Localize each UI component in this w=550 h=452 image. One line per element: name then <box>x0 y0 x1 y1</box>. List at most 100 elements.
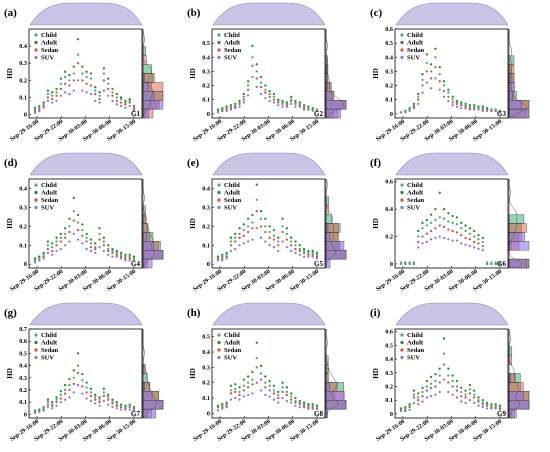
data-point-sedan <box>481 244 484 248</box>
data-point-child <box>451 98 454 101</box>
data-point-child <box>421 78 424 82</box>
data-point-child <box>33 410 37 414</box>
data-point-suv <box>251 75 254 79</box>
hist-density-curve <box>142 28 154 119</box>
data-point-suv <box>221 259 224 262</box>
data-point-adult <box>285 227 289 230</box>
data-point-sedan <box>46 96 50 99</box>
hist-bar-suv <box>508 408 517 419</box>
data-point-sedan <box>464 396 467 399</box>
data-point-sedan <box>417 399 420 402</box>
y-tick-label: 0.2 <box>202 380 210 387</box>
hist-bar-suv <box>325 100 347 110</box>
data-point-suv <box>298 253 301 256</box>
data-point-child <box>272 95 276 98</box>
hist-bar-sedan <box>508 223 527 233</box>
hist-bar-suv <box>325 82 328 92</box>
data-point-sedan <box>38 108 41 111</box>
y-axis-title: HD <box>189 368 197 379</box>
data-point-child <box>46 244 50 247</box>
data-point-suv <box>268 99 271 103</box>
data-point-child <box>94 396 97 399</box>
data-point-adult <box>229 384 233 387</box>
data-point-child <box>460 390 463 394</box>
hist-bar-sedan <box>142 214 146 224</box>
data-point-adult <box>94 242 97 245</box>
hist-bar-sedan <box>142 223 148 233</box>
data-point-adult <box>264 375 267 378</box>
data-point-sedan <box>246 88 250 91</box>
legend-marker-adult <box>400 40 404 45</box>
right-histogram <box>508 178 530 269</box>
data-point-adult <box>102 67 106 70</box>
data-point-adult <box>216 255 220 258</box>
data-point-suv <box>255 227 258 230</box>
data-point-sedan <box>251 383 254 386</box>
data-point-child <box>408 108 411 111</box>
data-point-suv <box>59 401 62 404</box>
data-point-suv <box>421 400 424 403</box>
legend-marker-child <box>217 333 221 337</box>
data-point-adult <box>429 375 433 379</box>
legend-label: Sedan <box>41 197 59 204</box>
legend-marker-sedan <box>400 48 404 52</box>
data-point-child <box>399 408 403 411</box>
data-point-adult <box>124 253 127 256</box>
data-point-child <box>464 393 467 396</box>
data-point-adult <box>412 389 416 392</box>
data-point-child <box>498 262 502 266</box>
data-point-adult <box>272 92 276 96</box>
data-point-adult <box>42 251 45 255</box>
data-point-sedan <box>281 390 284 394</box>
data-point-adult <box>302 247 306 251</box>
y-tick-label: 0.6 <box>385 329 393 336</box>
data-point-adult <box>128 98 131 101</box>
data-point-sedan <box>473 396 476 399</box>
legend-marker-adult <box>400 190 404 195</box>
legend-label: Adult <box>224 40 241 47</box>
series-adult <box>399 337 502 410</box>
data-point-sedan <box>68 84 71 87</box>
data-point-suv <box>455 239 459 242</box>
data-point-adult <box>51 401 54 404</box>
data-point-suv <box>268 244 271 247</box>
data-point-adult <box>251 370 254 374</box>
data-point-child <box>490 404 493 407</box>
data-point-suv <box>285 246 289 249</box>
data-point-child <box>399 111 403 114</box>
data-point-sedan <box>242 234 245 237</box>
data-point-suv <box>229 249 233 253</box>
data-point-sedan <box>264 230 267 234</box>
data-point-adult <box>246 375 250 378</box>
legend-marker-adult <box>217 340 221 345</box>
data-point-child <box>94 246 97 249</box>
data-point-child <box>455 223 459 226</box>
hist-bar-child <box>142 64 152 74</box>
data-point-child <box>285 232 289 236</box>
data-point-suv <box>417 403 420 406</box>
chart-panel: (a)00.10.20.30.4HDSep-29-16:00Sep-29-22:… <box>4 2 164 143</box>
right-histogram <box>142 28 164 119</box>
data-point-suv <box>259 389 263 392</box>
data-point-child <box>277 99 280 103</box>
y-tick-label: 0.2 <box>202 83 210 90</box>
data-point-adult <box>238 386 241 389</box>
data-point-child <box>264 381 267 384</box>
data-point-sedan <box>264 386 267 389</box>
group-label: G1 <box>131 110 140 118</box>
data-point-adult <box>111 87 114 91</box>
data-point-adult <box>477 396 480 399</box>
data-point-child <box>404 262 407 266</box>
data-point-child <box>111 91 114 94</box>
data-point-adult <box>132 255 136 258</box>
data-point-sedan <box>447 95 450 98</box>
legend-label: Adult <box>41 40 58 47</box>
series-child <box>399 352 502 411</box>
data-point-child <box>38 257 41 260</box>
data-point-child <box>234 236 237 239</box>
data-point-adult <box>281 217 284 220</box>
data-point-sedan <box>59 87 62 91</box>
data-point-suv <box>425 81 428 84</box>
data-point-child <box>412 393 416 396</box>
data-point-suv <box>111 99 114 103</box>
